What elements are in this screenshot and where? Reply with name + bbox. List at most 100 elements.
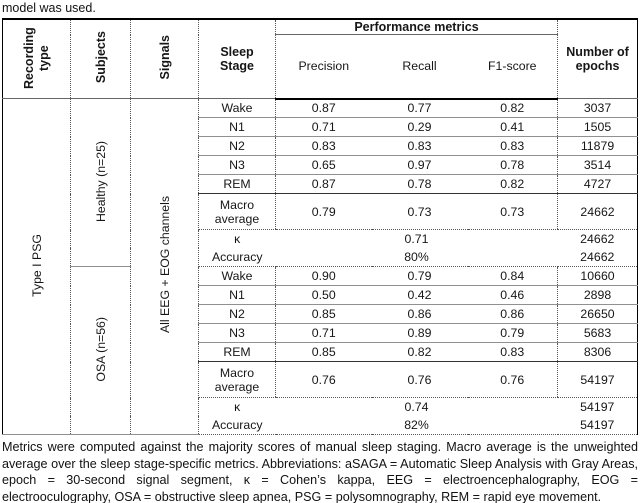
cell-kappa-label: κ xyxy=(198,229,276,248)
cell-recall: 0.79 xyxy=(371,266,468,286)
cell-macro-label: Macro average xyxy=(198,193,276,230)
cell-stage: Wake xyxy=(198,266,276,286)
cell-precision: 0.71 xyxy=(275,117,372,137)
cell-f1: 0.84 xyxy=(467,266,558,286)
cell-recall: 0.89 xyxy=(371,323,468,343)
cell-stage: N1 xyxy=(198,117,276,137)
cell-accuracy-label: Accuracy xyxy=(198,247,276,267)
cell-stage: N2 xyxy=(198,136,276,156)
header-subjects: Subjects xyxy=(70,19,131,99)
cell-stage: REM xyxy=(198,342,276,362)
cell-stage: N3 xyxy=(198,323,276,343)
header-recall: Recall xyxy=(371,34,468,100)
cell-epochs: 24662 xyxy=(557,193,638,230)
header-performance-metrics: Performance metrics xyxy=(274,19,558,35)
header-number-of-epochs: Number of epochs xyxy=(557,19,638,99)
cell-recall: 0.29 xyxy=(371,117,468,137)
cell-f1: 0.41 xyxy=(467,117,558,137)
cell-precision: 0.90 xyxy=(275,266,372,286)
header-sleep-stage: Sleep Stage xyxy=(198,19,276,99)
cell-stage: REM xyxy=(198,174,276,194)
cell-epochs: 2898 xyxy=(557,285,638,305)
cell-precision: 0.76 xyxy=(275,361,372,398)
cell-f1: 0.78 xyxy=(467,155,558,175)
cell-epochs: 24662 xyxy=(580,231,615,246)
cell-precision: 0.87 xyxy=(275,98,372,118)
cell-subjects-healthy: Healthy (n=25) xyxy=(70,98,131,267)
cell-recall: 0.76 xyxy=(371,361,468,398)
cell-recording-type: Type I PSG xyxy=(2,98,71,435)
cell-precision: 0.65 xyxy=(275,155,372,175)
cell-epochs: 54197 xyxy=(557,361,638,398)
table-row: N3 0.65 0.97 0.78 3514 xyxy=(3,155,638,175)
table-row: N2 0.83 0.83 0.83 11879 xyxy=(3,136,638,156)
cell-accuracy-value: 82% xyxy=(275,415,558,435)
table-row-kappa: κ 0.74 54197 xyxy=(3,397,638,416)
cell-kappa-value: 0.74 xyxy=(404,399,429,414)
cell-recall: 0.97 xyxy=(371,155,468,175)
recording-type-label: Type I PSG xyxy=(29,233,44,297)
cell-epochs: 5683 xyxy=(557,323,638,343)
subjects-healthy-label: Healthy (n=25) xyxy=(93,140,108,222)
cell-f1: 0.46 xyxy=(467,285,558,305)
header-signals: Signals xyxy=(130,19,199,99)
table-row-accuracy: Accuracy 80% 24662 xyxy=(3,247,638,267)
cell-recall: 0.78 xyxy=(407,177,432,191)
cell-f1: 0.76 xyxy=(467,361,558,398)
table-row: Type I PSG Healthy (n=25) All EEG + EOG … xyxy=(2,98,638,435)
cell-precision: 0.79 xyxy=(275,193,372,230)
cell-macro-label: Macro average xyxy=(198,361,276,398)
cell-f1: 0.82 xyxy=(467,98,558,118)
cell-stage: N2 xyxy=(198,304,276,324)
results-table: Recording type Subjects Signals Sleep St… xyxy=(2,18,639,435)
table-header-row-metrics: Precision Recall F1-score xyxy=(3,34,638,100)
cell-accuracy-label: Accuracy xyxy=(198,415,276,435)
header-subjects-label: Subjects xyxy=(93,31,108,84)
cell-f1: 0.86 xyxy=(467,304,558,324)
cell-epochs: 4727 xyxy=(557,174,638,194)
cell-stage: N1 xyxy=(198,285,276,305)
cell-stage: N3 xyxy=(198,155,276,175)
table-row: N1 0.71 0.29 0.41 1505 xyxy=(3,117,638,137)
cell-epochs: 11879 xyxy=(557,136,638,156)
header-f1-score: F1-score xyxy=(467,34,558,100)
signals-label: All EEG + EOG channels xyxy=(157,196,172,334)
cell-precision: 0.87 xyxy=(275,174,372,194)
cell-precision: 0.71 xyxy=(275,323,372,343)
cell-epochs: 3037 xyxy=(557,98,638,118)
header-sleep-stage-label: Sleep Stage xyxy=(219,45,255,73)
cell-f1: 0.79 xyxy=(467,323,558,343)
cell-recall: 0.82 xyxy=(407,345,432,359)
header-precision: Precision xyxy=(275,34,372,100)
cell-f1: 0.73 xyxy=(467,193,558,230)
table-row-kappa: κ 0.71 24662 xyxy=(3,229,638,248)
header-signals-label: Signals xyxy=(157,35,172,80)
cell-epochs: 54197 xyxy=(557,415,638,435)
cell-kappa-value: 0.71 xyxy=(404,231,429,246)
table-row-macro-average: Macro average 0.76 0.76 0.76 54197 xyxy=(3,361,638,398)
table-row: REM 0.87 0.78 0.82 4727 xyxy=(3,174,638,194)
cell-recall: 0.83 xyxy=(371,136,468,156)
cell-precision: 0.85 xyxy=(275,304,372,324)
cell-epochs: 10660 xyxy=(557,266,638,286)
table-row: N1 0.50 0.42 0.46 2898 xyxy=(3,285,638,305)
intro-text: model was used. xyxy=(2,1,96,15)
header-recording-type: Recording type xyxy=(2,19,71,99)
cell-precision: 0.50 xyxy=(275,285,372,305)
cell-recall: 0.77 xyxy=(371,98,468,118)
table-row-accuracy: Accuracy 82% 54197 xyxy=(3,415,638,435)
table-header-row-top: Recording type Subjects Signals Sleep St… xyxy=(2,19,638,99)
table-footnote: Metrics were computed against the majori… xyxy=(2,440,638,503)
cell-epochs: 1505 xyxy=(557,117,638,137)
cell-precision: 0.85 xyxy=(275,342,372,362)
table-row-macro-average: Macro average 0.79 0.73 0.73 24662 xyxy=(3,193,638,230)
cell-stage: Wake xyxy=(198,98,276,118)
cell-epochs: 54197 xyxy=(580,399,615,414)
cell-recall: 0.73 xyxy=(371,193,468,230)
cell-f1: 0.82 xyxy=(500,177,525,191)
cell-epochs: 8306 xyxy=(557,342,638,362)
table-row: N2 0.85 0.86 0.86 26650 xyxy=(3,304,638,324)
table-row: OSA (n=56) Wake 0.90 0.79 0.84 10660 xyxy=(3,266,638,435)
cell-epochs: 26650 xyxy=(557,304,638,324)
